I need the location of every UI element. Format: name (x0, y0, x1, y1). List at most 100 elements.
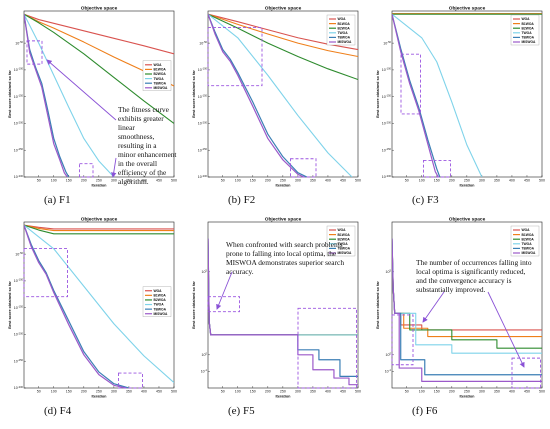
y-tick-label: 10-50 (383, 40, 391, 45)
annotation-arrow (422, 291, 445, 323)
x-axis-label: Iteration (460, 395, 476, 399)
x-tick-label: 150 (434, 179, 440, 183)
y-tick-label: 10-100 (382, 67, 392, 72)
y-tick-label: 10-150 (14, 304, 24, 309)
legend-label: TBWOA (522, 247, 535, 251)
x-tick-label: 150 (250, 390, 256, 394)
panel-caption: (d) F4 (44, 405, 72, 417)
legend-label: TWOA (522, 242, 533, 246)
legend-label: B1WOA (154, 68, 167, 72)
panel-f5: Objective space 105 100 10-1 50 100 150 200 250 3… (192, 217, 361, 418)
y-axis-label: Best score obtained so far (376, 281, 380, 329)
legend-label: B1WOA (522, 22, 535, 26)
x-tick-label: 150 (66, 179, 72, 183)
panel-f6: Objective space 105 100 10-1 50 100 150 200 250 3… (376, 217, 545, 418)
series-line-miswoa (208, 238, 358, 386)
y-tick-label: 10-50 (15, 251, 23, 256)
series-line-twoa (24, 224, 174, 384)
x-tick-label: 500 (539, 390, 545, 394)
legend-label: B2WOA (522, 26, 535, 30)
legend-label: B2WOA (154, 72, 167, 76)
x-tick-label: 250 (464, 390, 470, 394)
legend-label: MISWOA (154, 86, 169, 90)
panel-title: Objective space (265, 6, 302, 12)
highlight-box (79, 163, 94, 178)
x-tick-label: 250 (96, 179, 102, 183)
y-axis-label: Best score obtained so far (8, 70, 12, 118)
x-tick-label: 350 (126, 390, 132, 394)
y-tick-label: 10-50 (15, 40, 23, 45)
x-tick-label: 400 (325, 390, 331, 394)
x-tick-label: 50 (37, 179, 41, 183)
x-tick-label: 500 (355, 390, 361, 394)
panel-title: Objective space (81, 6, 118, 12)
y-tick-label: 10-200 (14, 331, 24, 336)
x-axis-label: Iteration (92, 184, 108, 188)
legend-label: MISWOA (154, 312, 169, 316)
x-tick-label: 450 (340, 179, 346, 183)
annotation-f1: The fitness curve exhibits greater linear s… (118, 105, 177, 186)
series-line-tbwoa (24, 224, 130, 388)
series-line-miswoa (24, 225, 127, 388)
series-line-woa (24, 13, 174, 55)
x-axis-label: Iteration (276, 395, 292, 399)
x-tick-label: 350 (494, 390, 500, 394)
legend-label: TBWOA (154, 307, 167, 311)
x-tick-label: 150 (434, 390, 440, 394)
series-line-miswoa (24, 14, 68, 177)
legend-label: B1WOA (522, 233, 535, 237)
panel-title: Objective space (449, 6, 486, 12)
x-tick-label: 450 (156, 390, 162, 394)
y-tick-label: 10-150 (382, 93, 392, 98)
legend-label: B1WOA (154, 294, 167, 298)
y-axis-label: Best score obtained so far (376, 70, 380, 118)
series-line-miswoa (208, 14, 305, 177)
y-axis-label: Best score obtained so far (8, 281, 12, 329)
x-tick-label: 350 (310, 179, 316, 183)
highlight-box (391, 314, 414, 366)
x-tick-label: 100 (51, 179, 57, 183)
y-tick-label: 10-100 (14, 67, 24, 72)
highlight-box (423, 159, 451, 178)
x-tick-label: 250 (464, 179, 470, 183)
legend-label: WOA (154, 63, 163, 67)
x-tick-label: 300 (111, 390, 117, 394)
legend-label: TBWOA (154, 81, 167, 85)
highlight-box (511, 357, 541, 389)
x-tick-label: 200 (449, 179, 455, 183)
legend-label: TWOA (338, 31, 349, 35)
x-tick-label: 350 (310, 390, 316, 394)
legend-label: B2WOA (338, 237, 351, 241)
legend-box (326, 14, 356, 46)
x-axis-label: Iteration (460, 184, 476, 188)
y-tick-label: 10-1 (201, 368, 208, 373)
x-tick-label: 100 (51, 390, 57, 394)
series-line-twoa (392, 13, 483, 177)
legend-label: B2WOA (522, 237, 535, 241)
annotation-f6: The number of occurrences falling into lo… (416, 258, 532, 294)
x-tick-label: 400 (509, 390, 515, 394)
panel-title: Objective space (81, 217, 118, 223)
highlight-box (290, 158, 317, 178)
x-tick-label: 200 (81, 179, 87, 183)
x-tick-label: 450 (524, 390, 530, 394)
highlight-box (23, 248, 68, 298)
y-tick-label: 100 (202, 352, 208, 357)
x-tick-label: 100 (419, 179, 425, 183)
x-tick-label: 200 (81, 390, 87, 394)
x-tick-label: 50 (37, 390, 41, 394)
y-tick-label: 10-100 (14, 278, 24, 283)
highlight-box (26, 40, 43, 65)
plot-area (23, 10, 175, 178)
x-tick-label: 150 (250, 179, 256, 183)
y-tick-label: 10-300 (382, 174, 392, 179)
x-tick-label: 400 (141, 390, 147, 394)
x-tick-label: 200 (265, 179, 271, 183)
y-tick-label: 10-250 (382, 147, 392, 152)
series-line-b1woa (24, 224, 174, 232)
legend-label: MISWOA (338, 251, 353, 255)
